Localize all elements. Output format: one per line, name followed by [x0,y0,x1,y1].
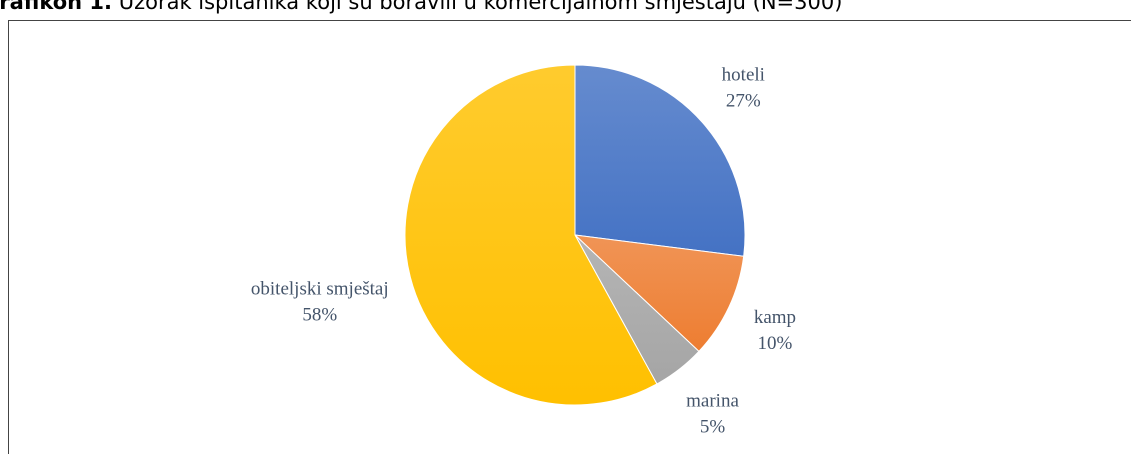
slice-value-label: 27% [726,91,761,112]
slice-value-label: 10% [758,333,793,354]
title-label: Grafikon 1. [0,0,112,14]
title-text: Uzorak ispitanika koji su boravili u kom… [119,0,843,14]
pie-slice [574,64,746,257]
pie-slice [404,64,658,406]
chart-title: Grafikon 1. Uzorak ispitanika koji su bo… [0,0,842,14]
slice-label: obiteljski smještaj [251,279,389,300]
slice-value-label: 5% [700,416,726,437]
slice-label: hoteli [722,65,765,86]
slice-label: kamp [754,307,796,328]
pie-slice [573,234,745,353]
slice-value-label: 58% [302,305,337,326]
slice-label: marina [686,390,739,411]
